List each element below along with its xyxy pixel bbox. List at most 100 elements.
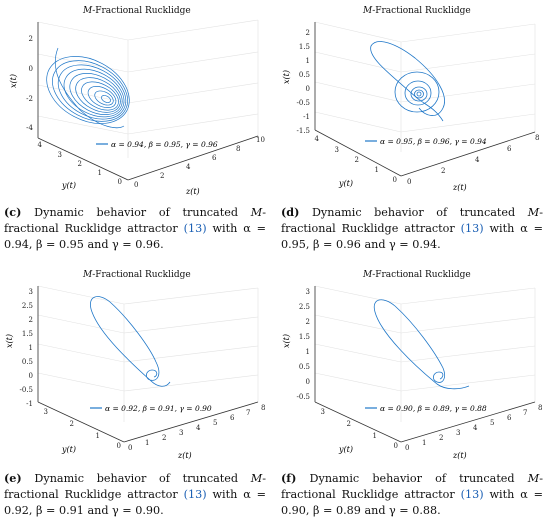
tick-label: 2.5 <box>22 302 33 310</box>
tick-label: -0.5 <box>20 386 34 394</box>
zaxis-label: x(t) <box>282 334 291 348</box>
tick-label: 1 <box>422 439 426 447</box>
tick-label: 0 <box>306 378 310 386</box>
tick-label: 0 <box>29 65 33 73</box>
tick-label: 6 <box>230 414 235 422</box>
legend-text: α = 0.95, β = 0.96, γ = 0.94 <box>380 137 487 146</box>
equation-ref-link[interactable]: (13) <box>183 222 207 235</box>
tick-label: 2 <box>347 420 351 428</box>
tick-label: 1.5 <box>22 330 33 338</box>
caption-d: (d) Dynamic behavior of truncated M-frac… <box>281 205 544 251</box>
tick-label: 10 <box>256 136 265 144</box>
tick-label: 3 <box>179 429 183 437</box>
tick-label: -2 <box>26 95 33 103</box>
xaxis-label: z(t) <box>452 183 467 192</box>
tick-label: 2 <box>306 318 310 326</box>
tick-label: 0.5 <box>299 363 310 371</box>
plot-title: M-Fractional Rucklidge <box>363 270 471 280</box>
equation-ref-link[interactable]: (13) <box>460 222 484 235</box>
tick-label: 2 <box>306 29 310 37</box>
yaxis-label: y(t) <box>338 445 353 454</box>
tick-label: 3 <box>58 151 62 159</box>
tick-label: 2 <box>162 434 166 442</box>
caption-e: (e) Dynamic behavior of truncated M-frac… <box>4 471 267 517</box>
tick-label: 7 <box>523 409 527 417</box>
caption-f: (f) Dynamic behavior of truncated M-frac… <box>281 471 544 517</box>
tick-label: 1 <box>306 57 310 65</box>
tick-label: 6 <box>507 414 512 422</box>
tick-label: 3 <box>29 288 33 296</box>
tick-label: 4 <box>475 156 480 164</box>
plot-3d-c: 2 0 -2 -4 x(t) 4 3 2 1 0 y(t) 0 2 4 6 8 … <box>9 19 265 196</box>
tick-label: 1.5 <box>299 333 310 341</box>
tick-label: 2 <box>29 316 33 324</box>
tick-label: 0 <box>393 176 397 184</box>
figure-panel-e: M-Fractional Rucklidge 3 2.5 2 1.5 1 0.5 <box>0 264 275 526</box>
tick-label: 5 <box>213 419 217 427</box>
tick-label: 2 <box>29 35 33 43</box>
zaxis-label: x(t) <box>5 334 14 348</box>
tick-label: -4 <box>26 124 33 132</box>
tick-label: -0.5 <box>297 393 311 401</box>
tick-label: 2 <box>78 160 82 168</box>
tick-label: 2 <box>70 420 74 428</box>
tick-label: 2 <box>355 156 359 164</box>
tick-label: -1 <box>303 113 310 121</box>
equation-ref-link[interactable]: (13) <box>183 488 207 501</box>
legend-text: α = 0.90, β = 0.89, γ = 0.88 <box>380 404 487 413</box>
caption-c: (c) Dynamic behavior of truncated M-frac… <box>4 205 267 251</box>
tick-label: 3 <box>306 288 310 296</box>
tick-label: 2 <box>160 172 164 180</box>
tick-label: 3 <box>321 408 325 416</box>
tick-label: 4 <box>473 424 478 432</box>
tick-label: -1 <box>26 400 33 408</box>
tick-label: 4 <box>186 163 191 171</box>
tick-label: 0 <box>306 85 310 93</box>
tick-label: 1.5 <box>299 43 310 51</box>
tick-label: 6 <box>507 145 512 153</box>
plot-title: M-Fractional Rucklidge <box>83 6 191 16</box>
legend-text: α = 0.94, β = 0.95, γ = 0.96 <box>111 140 218 149</box>
tick-label: 5 <box>490 419 494 427</box>
zaxis-label: x(t) <box>9 74 18 88</box>
tick-label: 3 <box>335 146 339 154</box>
tick-label: 4 <box>38 141 43 149</box>
tick-label: 6 <box>212 154 217 162</box>
tick-label: 0 <box>128 444 132 452</box>
tick-label: 1 <box>306 348 310 356</box>
tick-label: 1 <box>373 432 377 440</box>
tick-label: 0 <box>134 181 138 189</box>
tick-label: 2 <box>439 434 443 442</box>
tick-label: 2.5 <box>299 303 310 311</box>
tick-label: 3 <box>456 429 460 437</box>
tick-label: 0 <box>117 442 121 450</box>
tick-label: 8 <box>535 134 539 142</box>
tick-label: 8 <box>236 145 240 153</box>
plot-3d-d: 2 1.5 1 0.5 0 -0.5 -1 -1.5 x(t) 4 3 2 1 … <box>282 21 539 192</box>
tick-label: -0.5 <box>297 99 311 107</box>
tick-label: 2 <box>441 167 445 175</box>
equation-ref-link[interactable]: (13) <box>460 488 484 501</box>
plot-3d-f: 3 2.5 2 1.5 1 0.5 0 -0.5 x(t) 3 2 1 0 y(… <box>282 285 542 460</box>
tick-label: 1 <box>98 169 102 177</box>
tick-label: 1 <box>29 344 33 352</box>
legend-text: α = 0.92, β = 0.91, γ = 0.90 <box>105 404 212 413</box>
tick-label: 0 <box>407 178 411 186</box>
tick-label: 0 <box>29 372 33 380</box>
tick-label: 4 <box>196 424 201 432</box>
tick-label: 0 <box>118 178 122 186</box>
tick-label: 1 <box>375 166 379 174</box>
plot-title: M-Fractional Rucklidge <box>83 270 191 280</box>
plot-title: M-Fractional Rucklidge <box>363 6 471 16</box>
xaxis-label: z(t) <box>185 187 200 196</box>
tick-label: 1 <box>96 432 100 440</box>
tick-label: 8 <box>538 404 542 412</box>
yaxis-label: y(t) <box>338 179 353 188</box>
yaxis-label: y(t) <box>61 181 76 190</box>
yaxis-label: y(t) <box>61 445 76 454</box>
tick-label: 7 <box>246 409 250 417</box>
tick-label: 1 <box>145 439 149 447</box>
tick-label: 0.5 <box>299 71 310 79</box>
zaxis-label: x(t) <box>282 70 291 84</box>
xaxis-label: z(t) <box>177 451 192 460</box>
